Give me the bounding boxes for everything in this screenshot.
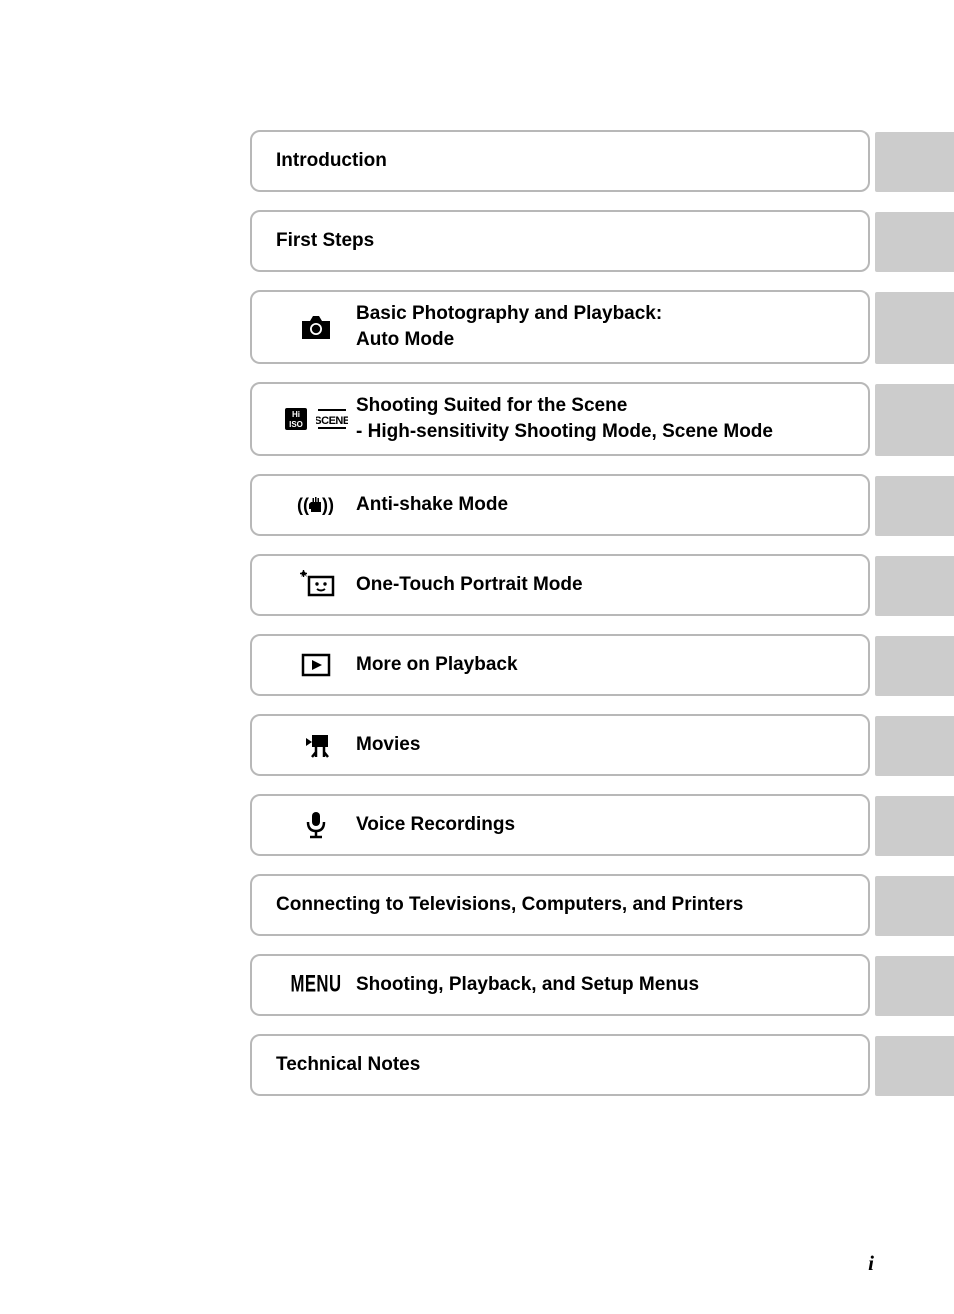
toc-row-connecting[interactable]: Connecting to Televisions, Computers, an… bbox=[250, 874, 954, 936]
toc-box: Technical Notes bbox=[250, 1034, 870, 1096]
toc-box: One-Touch Portrait Mode bbox=[250, 554, 870, 616]
toc-label: Shooting, Playback, and Setup Menus bbox=[356, 972, 699, 998]
toc-label: Movies bbox=[356, 732, 420, 758]
toc-row-technical[interactable]: Technical Notes bbox=[250, 1034, 954, 1096]
toc-tab[interactable] bbox=[875, 1036, 954, 1096]
toc-tab[interactable] bbox=[875, 556, 954, 616]
toc-label: One-Touch Portrait Mode bbox=[356, 572, 583, 598]
toc-label: Voice Recordings bbox=[356, 812, 515, 838]
svg-text:)): )) bbox=[322, 495, 334, 515]
svg-text:ISO: ISO bbox=[289, 420, 303, 429]
toc-box: Movies bbox=[250, 714, 870, 776]
svg-text:((: (( bbox=[297, 495, 309, 515]
toc-tab[interactable] bbox=[875, 636, 954, 696]
camera-icon bbox=[276, 313, 356, 341]
toc-box: Basic Photography and Playback:Auto Mode bbox=[250, 290, 870, 364]
antishake-icon: (( )) bbox=[276, 490, 356, 520]
toc-row-movies[interactable]: Movies bbox=[250, 714, 954, 776]
menu-icon: MENU bbox=[276, 974, 356, 996]
toc-tab[interactable] bbox=[875, 132, 954, 192]
toc-tab[interactable] bbox=[875, 876, 954, 936]
mic-icon bbox=[276, 810, 356, 840]
scene-text-icon: SCENE bbox=[316, 407, 348, 431]
toc-box: First Steps bbox=[250, 210, 870, 272]
toc-tab[interactable] bbox=[875, 384, 954, 456]
toc-tab[interactable] bbox=[875, 796, 954, 856]
toc-tab[interactable] bbox=[875, 716, 954, 776]
scene-icons: Hi ISO SCENE bbox=[276, 407, 356, 431]
toc-label: Connecting to Televisions, Computers, an… bbox=[276, 892, 743, 918]
toc-tab[interactable] bbox=[875, 956, 954, 1016]
toc-row-playback[interactable]: More on Playback bbox=[250, 634, 954, 696]
portrait-icon bbox=[276, 570, 356, 600]
toc-row-scene-mode[interactable]: Hi ISO SCENE Shooting Suited for the Sce… bbox=[250, 382, 954, 456]
toc-box: Voice Recordings bbox=[250, 794, 870, 856]
toc-row-first-steps[interactable]: First Steps bbox=[250, 210, 954, 272]
toc-label: Anti-shake Mode bbox=[356, 492, 508, 518]
toc-box: MENU Shooting, Playback, and Setup Menus bbox=[250, 954, 870, 1016]
svg-text:SCENE: SCENE bbox=[316, 415, 348, 427]
toc-label: Shooting Suited for the Scene- High-sens… bbox=[356, 393, 773, 444]
toc-page: Introduction First Steps Basic Photograp… bbox=[0, 0, 954, 1314]
toc-tab[interactable] bbox=[875, 292, 954, 364]
toc-row-basic-photography[interactable]: Basic Photography and Playback:Auto Mode bbox=[250, 290, 954, 364]
toc-row-menus[interactable]: MENU Shooting, Playback, and Setup Menus bbox=[250, 954, 954, 1016]
toc-label: First Steps bbox=[276, 228, 374, 254]
toc-row-introduction[interactable]: Introduction bbox=[250, 130, 954, 192]
svg-text:Hi: Hi bbox=[292, 410, 300, 419]
toc-tab[interactable] bbox=[875, 476, 954, 536]
hi-iso-icon: Hi ISO bbox=[284, 407, 308, 431]
toc-label: More on Playback bbox=[356, 652, 518, 678]
toc-row-portrait[interactable]: One-Touch Portrait Mode bbox=[250, 554, 954, 616]
toc-label: Technical Notes bbox=[276, 1052, 420, 1078]
toc-tab[interactable] bbox=[875, 212, 954, 272]
toc-label: Introduction bbox=[276, 148, 387, 174]
toc-row-antishake[interactable]: (( )) Anti-shake Mode bbox=[250, 474, 954, 536]
toc-box: Introduction bbox=[250, 130, 870, 192]
toc-box: Hi ISO SCENE Shooting Suited for the Sce… bbox=[250, 382, 870, 456]
movie-icon bbox=[276, 730, 356, 760]
toc-row-voice[interactable]: Voice Recordings bbox=[250, 794, 954, 856]
page-number: i bbox=[868, 1251, 874, 1276]
playback-icon bbox=[276, 653, 356, 677]
toc-box: More on Playback bbox=[250, 634, 870, 696]
toc-box: (( )) Anti-shake Mode bbox=[250, 474, 870, 536]
toc-label: Basic Photography and Playback:Auto Mode bbox=[356, 301, 662, 352]
toc-box: Connecting to Televisions, Computers, an… bbox=[250, 874, 870, 936]
